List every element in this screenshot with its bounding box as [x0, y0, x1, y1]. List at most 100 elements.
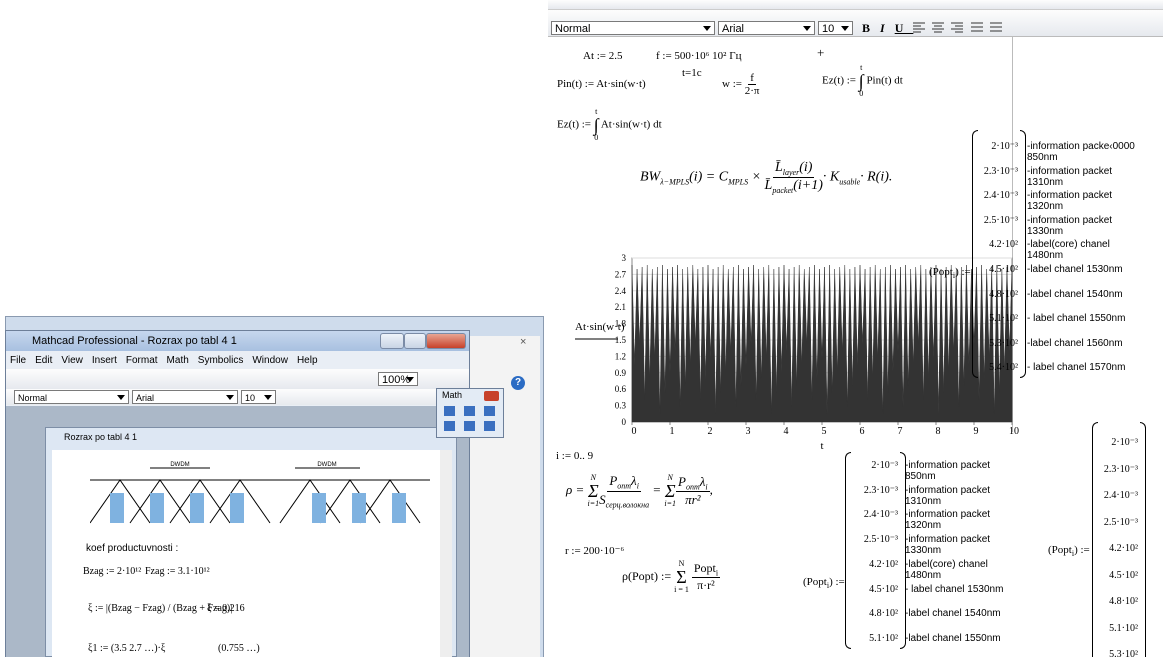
style-select[interactable]: Normal	[551, 21, 715, 35]
math-text: usable	[839, 177, 860, 186]
math-text: P	[678, 474, 686, 489]
matrix-value: 4.5·10²	[974, 264, 1018, 275]
matrix-label: -label chanel 1540nm	[1027, 289, 1137, 300]
matrix-value: 2.5·10⁻³	[974, 215, 1018, 226]
maximize-button[interactable]	[404, 333, 426, 349]
window-title: Mathcad Professional - Rozrax po tabl 4 …	[32, 335, 237, 347]
doc-math: Fzag := 3.1·10¹²	[145, 566, 210, 577]
scrollbar[interactable]	[440, 450, 452, 657]
matrix-value: 5.3·10²	[974, 338, 1018, 349]
math-text: ) :=	[955, 266, 971, 278]
matrix-value: 5.1·10²	[974, 313, 1018, 324]
math-text: i = 1	[674, 586, 689, 594]
matrix-label: -information packet 1330nm	[905, 534, 1015, 556]
menu-item[interactable]: Insert	[92, 355, 117, 366]
math-text: i	[705, 482, 707, 491]
matrix-label: -label chanel 1550nm	[905, 633, 1015, 644]
math-text: Ez(t) :=	[822, 75, 856, 87]
math-region: t=1c	[682, 67, 702, 79]
palette-icons[interactable]	[442, 404, 500, 434]
math-text: ) :=	[829, 576, 845, 588]
y-tick-label: 1.2	[615, 351, 626, 361]
math-text: packet	[772, 186, 793, 195]
minimize-button[interactable]	[380, 333, 404, 349]
math-text: Pin(t) dt	[866, 75, 902, 87]
x-tick-label: 7	[898, 426, 903, 437]
font-select[interactable]: Arial	[132, 390, 238, 404]
menu-item[interactable]: Help	[297, 355, 318, 366]
style-select[interactable]: Normal	[14, 390, 129, 404]
menu-item[interactable]: Edit	[35, 355, 52, 366]
matrix-value: 5.3·10²	[1094, 649, 1138, 657]
matrix-bracket	[1140, 422, 1146, 657]
screen: Normal Arial 10 BIU At := 2.5 f := 500·1…	[0, 0, 1163, 657]
zoom-select[interactable]: 100%	[378, 372, 418, 386]
close-tab[interactable]: ×	[520, 336, 526, 348]
math-text: MPLS	[728, 177, 748, 186]
x-tick-label: 9	[974, 426, 979, 437]
matrix-label: -information packet 1310nm	[905, 485, 1015, 507]
matrix-label: -label chanel 1540nm	[905, 608, 1015, 619]
menu-item[interactable]: File	[10, 355, 26, 366]
matrix-label: -label(core) chanel 1480nm	[905, 559, 1015, 581]
math-text: ρ =	[566, 482, 584, 497]
x-tick-label: 0	[632, 426, 637, 437]
math-text: λ−MPLS	[660, 177, 689, 186]
math-text: (Popt	[803, 576, 827, 588]
bw-formula: BWλ−MPLS(i) = CMPLS × L̄layer(i)L̄packet…	[640, 160, 892, 195]
toolbar-top	[548, 0, 1163, 10]
math-region: i := 0.. 9	[556, 450, 593, 462]
close-button[interactable]	[426, 333, 466, 349]
math-text: i	[716, 568, 718, 577]
math-text: (i) = C	[689, 170, 728, 185]
palette-close[interactable]	[484, 391, 499, 401]
matrix-label: -information packet 850nm	[905, 460, 1015, 482]
align-buttons[interactable]	[905, 19, 1045, 35]
x-tick-label: 3	[746, 426, 751, 437]
matrix-label: -information packet 1330nm	[1027, 215, 1137, 237]
math-text: Ez(t) :=	[557, 119, 591, 131]
menu-item[interactable]: Math	[167, 355, 189, 366]
y-tick-label: 2.4	[615, 286, 627, 296]
matrix-value: 2.4·10⁻³	[847, 509, 898, 520]
matrix-label: -label(core) chanel 1480nm	[1027, 239, 1137, 261]
math-text: ) :=	[1074, 544, 1090, 556]
menu-item[interactable]: Symbolics	[198, 355, 244, 366]
menu-item[interactable]: Window	[252, 355, 288, 366]
matrix-value: 2.4·10⁻³	[974, 190, 1018, 201]
y-tick-label: 3	[622, 253, 627, 263]
back-window-body	[470, 336, 540, 657]
size-select[interactable]: 10	[818, 21, 853, 35]
matrix-value: 4.2·10²	[847, 559, 898, 570]
math-text: =	[652, 482, 661, 497]
font-select[interactable]: Arial	[718, 21, 815, 35]
y-tick-label: 0.6	[615, 384, 627, 394]
cursor-cross: +	[817, 45, 824, 61]
matrix-label: -information packet 1310nm	[1027, 166, 1137, 188]
help-icon[interactable]: ?	[511, 376, 525, 390]
lower-limit: 0	[859, 90, 863, 98]
doc-text: koef productuvnosti :	[86, 543, 178, 554]
y-tick-label: 0	[622, 417, 627, 427]
x-tick-label: 6	[860, 426, 865, 437]
menu-item[interactable]: Format	[126, 355, 158, 366]
matrix-value: 2.3·10⁻³	[974, 166, 1018, 177]
matrix-value: 2.5·10⁻³	[847, 534, 898, 545]
matrix-value: 2.5·10⁻³	[1094, 517, 1138, 528]
document-title: Rozrax po tabl 4 1	[64, 432, 137, 442]
size-select[interactable]: 10	[241, 390, 276, 404]
menu-item[interactable]: View	[61, 355, 83, 366]
diagram-label: DWDM	[170, 462, 189, 468]
math-text: (i)	[799, 160, 812, 175]
x-axis-label: t	[820, 440, 823, 452]
matrix-bracket	[845, 452, 851, 649]
math-text: серц.волокна	[606, 500, 649, 509]
math-text: ,	[710, 482, 713, 497]
matrix-value: 2.4·10⁻³	[1094, 490, 1138, 501]
math-text: ρ(Popt) :=	[622, 569, 671, 583]
y-tick-label: 0.3	[615, 401, 627, 411]
y-tick-label: 2.1	[615, 302, 626, 312]
doc-math: ξ = 0.216	[207, 603, 245, 614]
matrix-value: 5.4·10²	[974, 362, 1018, 373]
